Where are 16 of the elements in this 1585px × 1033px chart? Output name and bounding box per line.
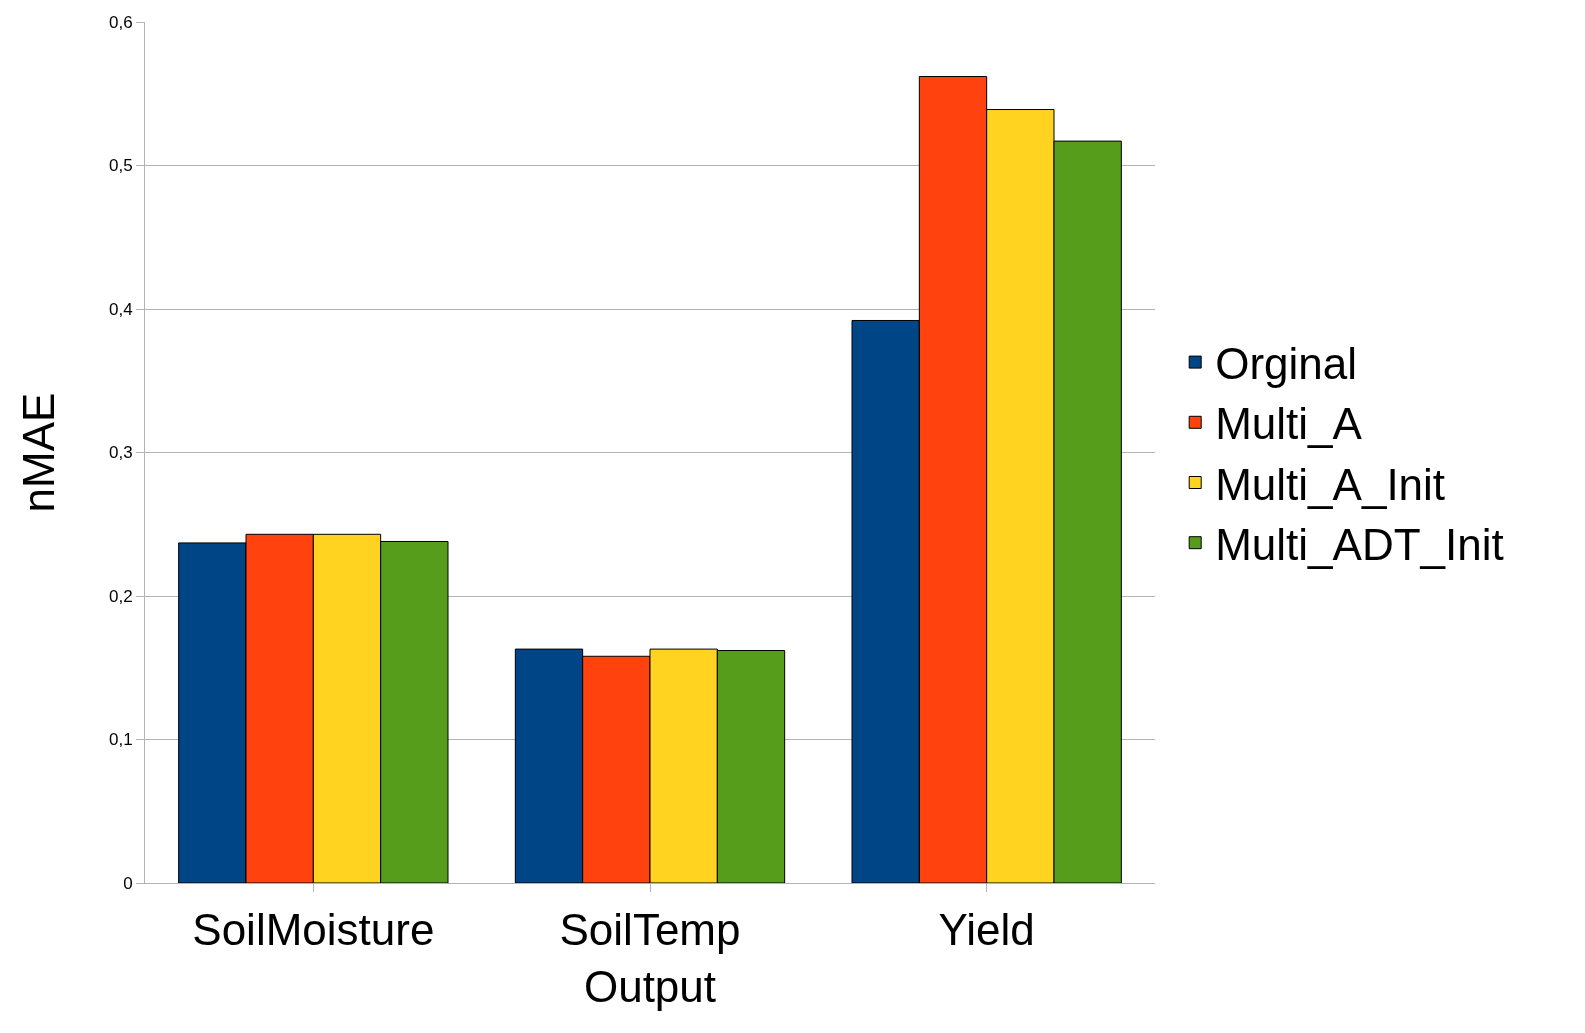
y-tick-label: 0,1 xyxy=(108,730,133,750)
legend-label: Multi_ADT_Init xyxy=(1215,519,1504,569)
y-tick-label: 0,6 xyxy=(108,12,133,32)
legend-label: Multi_A xyxy=(1215,399,1363,449)
x-tick-label: Yield xyxy=(938,904,1035,954)
legend-label: Orginal xyxy=(1215,339,1358,389)
y-tick-label: 0,2 xyxy=(108,586,133,606)
y-tick-label: 0,4 xyxy=(108,299,133,319)
y-axis-title: nMAE xyxy=(14,392,64,513)
x-tick-label: SoilMoisture xyxy=(192,904,435,954)
x-axis-title: Output xyxy=(583,962,717,1012)
x-tick-label: SoilTemp xyxy=(559,904,741,954)
legend-label: Multi_A_Init xyxy=(1215,459,1446,509)
y-tick-label: 0,3 xyxy=(108,443,133,463)
y-tick-label: 0 xyxy=(123,873,133,893)
y-tick-label: 0,5 xyxy=(108,156,133,176)
